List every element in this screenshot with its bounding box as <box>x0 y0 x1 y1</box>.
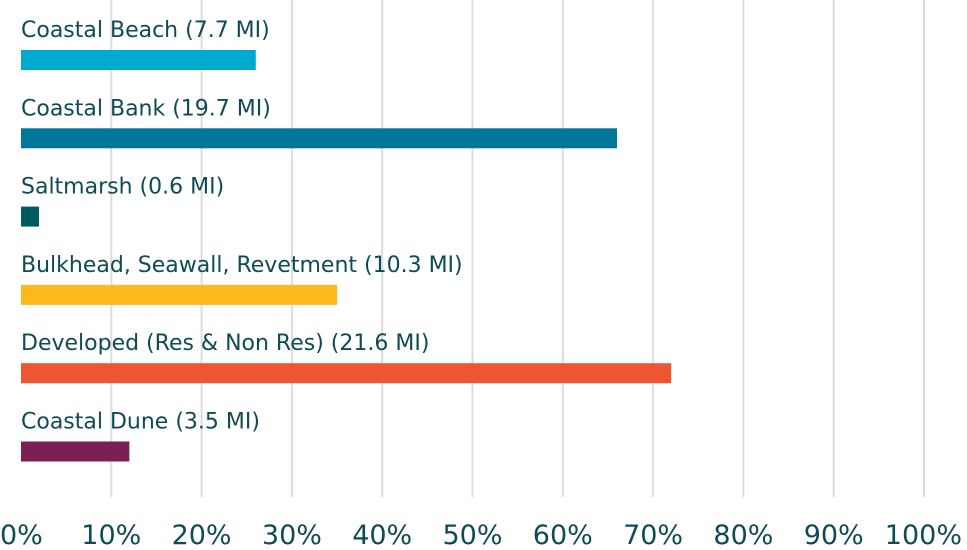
bar-2 <box>21 128 617 149</box>
x-tick-label-20: 20% <box>172 520 232 546</box>
grid-lines <box>110 0 925 497</box>
bar-3 <box>21 206 40 227</box>
category-label-6: Coastal Dune (3.5 MI) <box>21 410 260 435</box>
x-axis-tick-labels: 0% 10% 20% 30% 40% 50% 60% 70% 80% 90% 100% <box>0 520 962 550</box>
category-label-1: Coastal Beach (7.7 MI) <box>21 18 270 43</box>
category-label-2: Coastal Bank (19.7 MI) <box>21 96 271 121</box>
x-tick-label-70: 70% <box>623 520 683 546</box>
x-tick-label-80: 80% <box>713 520 773 546</box>
bar-4 <box>21 284 338 305</box>
x-tick-label-40: 40% <box>352 520 412 546</box>
category-label-5: Developed (Res & Non Res) (21.6 MI) <box>21 331 429 356</box>
bar-1 <box>21 50 256 70</box>
x-tick-label-10: 10% <box>81 520 141 546</box>
x-tick-label-100: 100% <box>885 520 962 546</box>
x-tick-label-50: 50% <box>442 520 502 546</box>
category-label-4: Bulkhead, Seawall, Revetment (10.3 MI) <box>21 253 463 278</box>
x-tick-label-30: 30% <box>262 520 322 546</box>
category-labels: Coastal Beach (7.7 MI) Coastal Bank (19.7… <box>21 18 463 435</box>
bars <box>21 50 672 462</box>
bar-5 <box>21 363 672 384</box>
bar-6 <box>21 441 130 462</box>
category-label-3: Saltmarsh (0.6 MI) <box>21 175 224 200</box>
x-tick-label-90: 90% <box>804 520 864 546</box>
x-tick-label-60: 60% <box>533 520 593 546</box>
x-tick-label-0: 0% <box>0 520 43 546</box>
